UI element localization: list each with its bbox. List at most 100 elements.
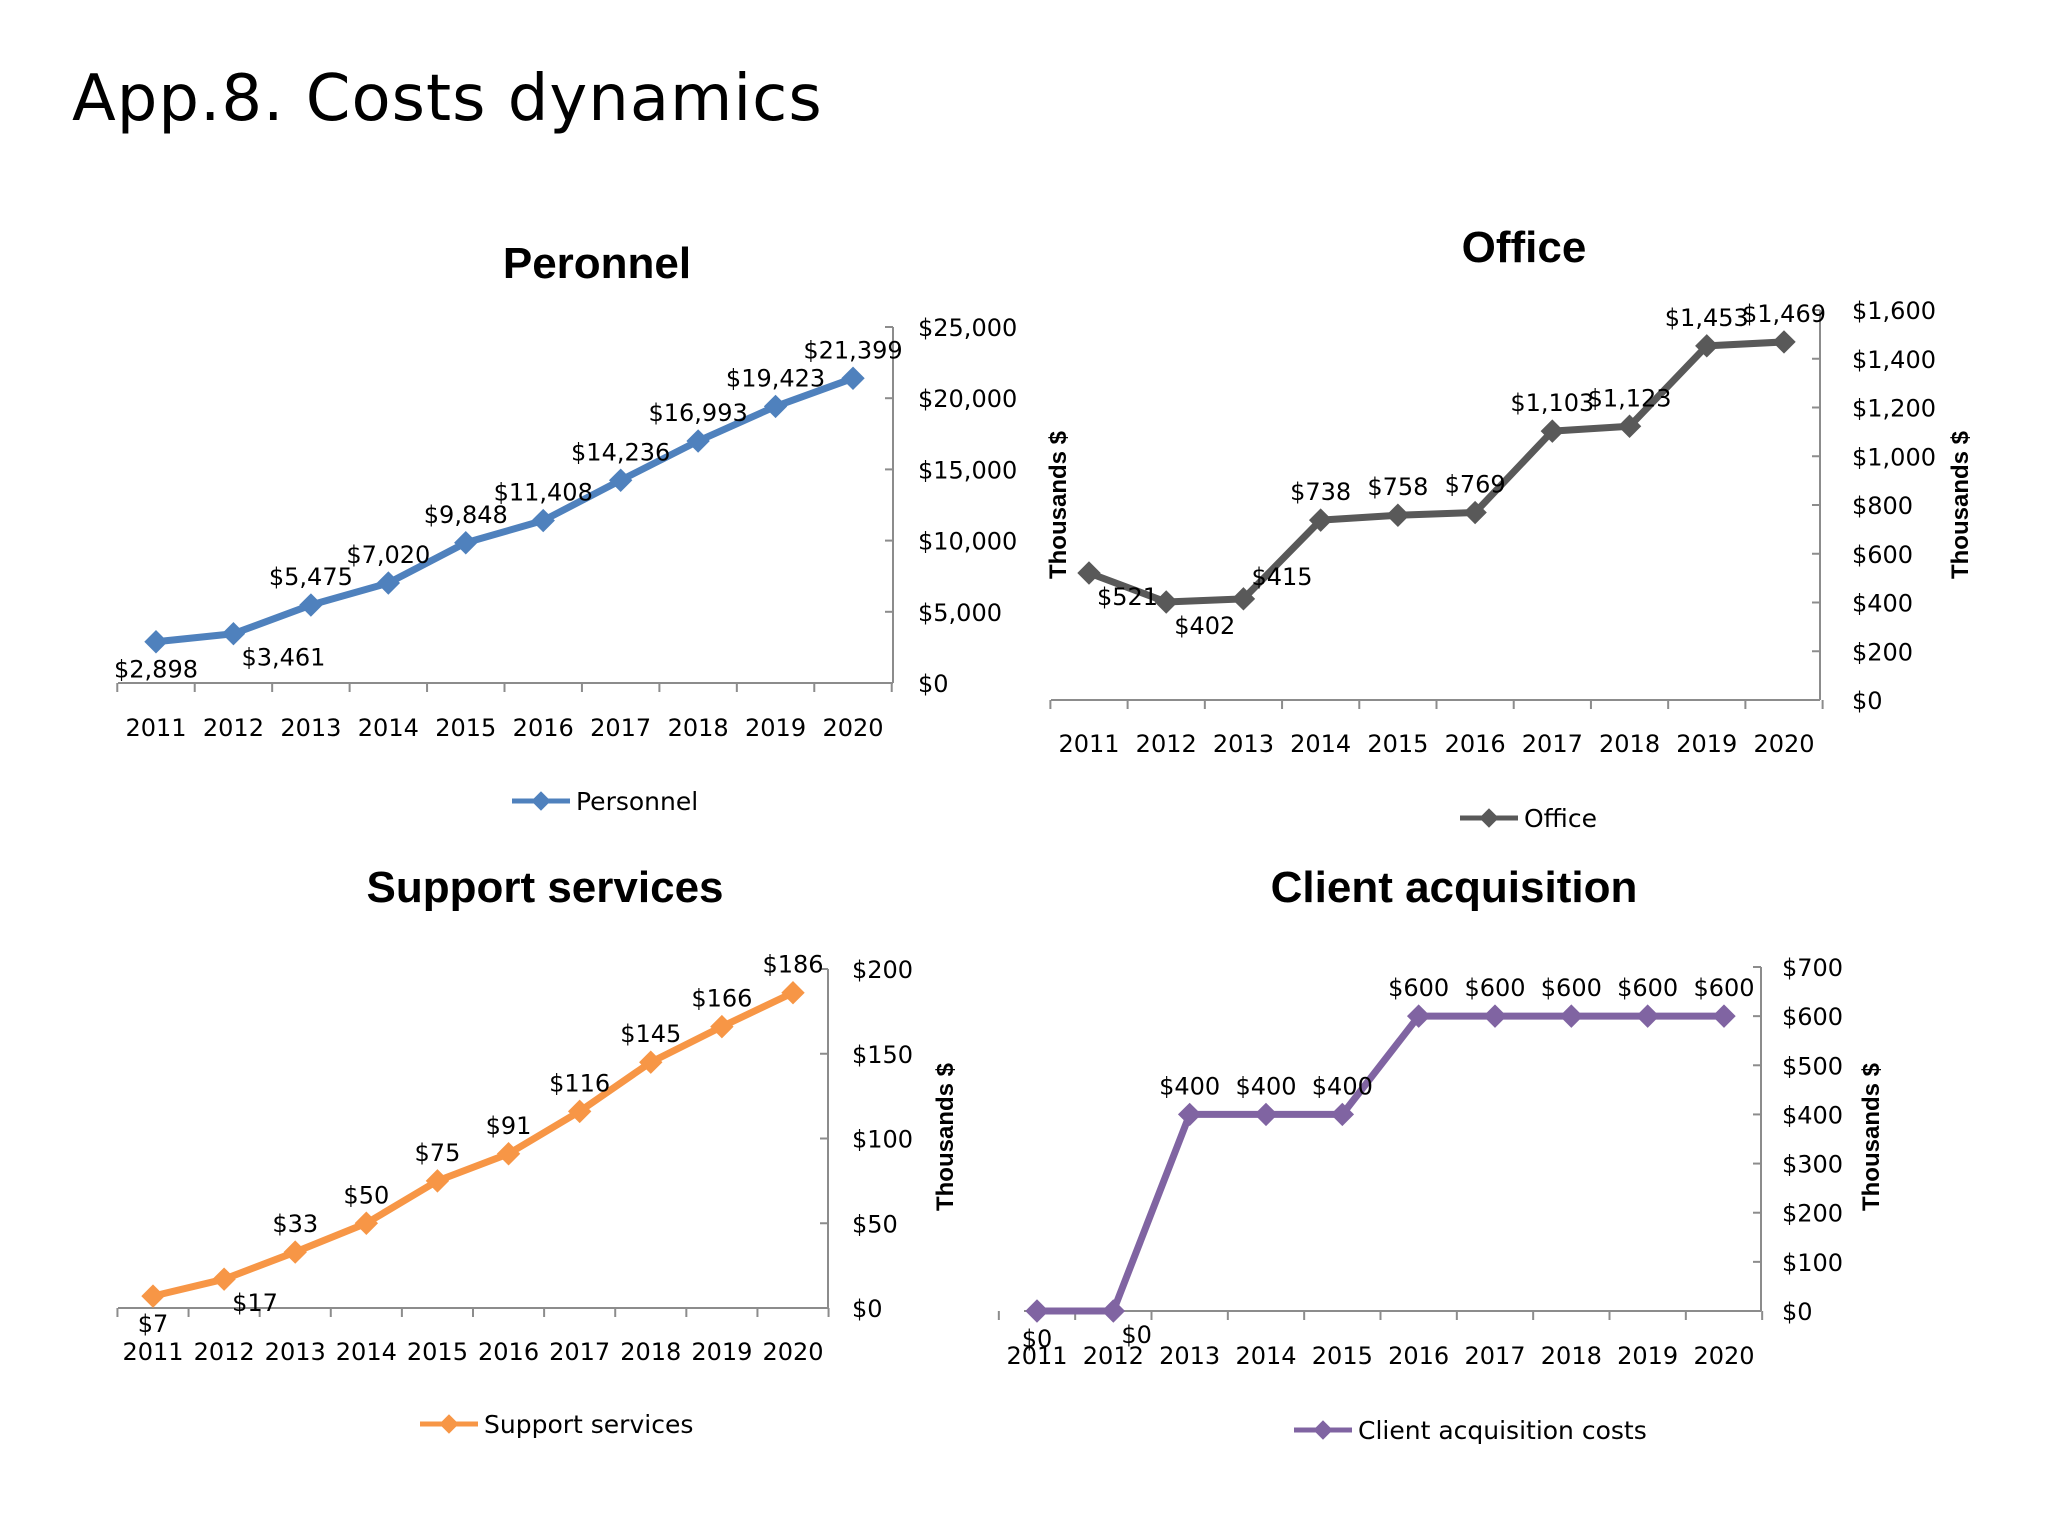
client-acquisition-chart: Client acquisition 2011 2012 2013 2014 2015 20… (997, 863, 1885, 1445)
data-point-marker (1559, 1004, 1584, 1028)
data-point-marker (1025, 1299, 1049, 1323)
data-point-marker (841, 366, 865, 390)
data-point-marker (1101, 1299, 1126, 1323)
data-label: $50 (343, 1181, 389, 1209)
x-tick-label: 2013 (265, 1338, 326, 1366)
x-tick-label: 2020 (1693, 1342, 1754, 1370)
data-label: $75 (415, 1139, 461, 1167)
data-label: $116 (549, 1069, 610, 1097)
data-point-marker (212, 1267, 236, 1291)
x-tick-label: 2012 (1136, 730, 1197, 758)
y-tick-label: $0 (1852, 687, 1883, 715)
data-label: $600 (1388, 974, 1449, 1002)
data-label: $0 (1121, 1321, 1152, 1349)
data-point-marker (1386, 503, 1410, 527)
data-label: $2,898 (114, 656, 198, 684)
x-tick-label: 2019 (691, 1338, 752, 1366)
data-label: $1,469 (1742, 300, 1826, 328)
x-tick-label: 2020 (822, 714, 883, 742)
data-label: $145 (620, 1020, 681, 1048)
data-point-marker (1712, 1004, 1736, 1028)
y-tick-label: $500 (1782, 1052, 1843, 1080)
y-tick-label: $0 (918, 670, 949, 698)
data-point-marker (639, 1050, 663, 1074)
series-line (1085, 338, 1788, 606)
data-point-marker (1617, 414, 1642, 438)
x-tick-label: 2014 (1235, 1342, 1296, 1370)
legend: Personnel (512, 787, 698, 816)
data-label: $3,461 (241, 644, 325, 672)
y-tick-label: $800 (1852, 492, 1913, 520)
x-tick-label: 2013 (1213, 730, 1274, 758)
y-axis-title-right: Thousands $ (1858, 1062, 1885, 1211)
y-tick-label: $200 (1782, 1200, 1843, 1228)
x-tick-label: 2012 (203, 714, 264, 742)
x-tick-label: 2015 (435, 714, 496, 742)
series-line (1033, 1012, 1728, 1315)
data-label: $33 (272, 1210, 318, 1238)
data-point-marker (763, 394, 788, 419)
legend-label: Support services (484, 1410, 693, 1439)
x-tick-label: 2016 (1445, 730, 1506, 758)
chart-title: Support services (366, 863, 723, 912)
data-point-marker (567, 1099, 592, 1124)
data-label: $7,020 (346, 541, 430, 569)
y-tick-label: $200 (1852, 638, 1913, 666)
legend-marker (439, 1414, 459, 1434)
y-tick-label: $1,000 (1852, 443, 1936, 471)
data-label: $186 (762, 951, 823, 979)
x-tick-label: 2011 (122, 1338, 183, 1366)
y-axis-title-right: Thousands $ (1947, 430, 1974, 579)
chart-title: Client acquisition (1271, 863, 1638, 912)
data-point-marker (1177, 1102, 1202, 1127)
data-point-marker (531, 508, 555, 533)
data-label: $91 (486, 1112, 532, 1140)
data-point-marker (496, 1142, 521, 1166)
y-axis-title-right: Thousands $ (932, 1062, 959, 1211)
x-tick-label: 2014 (358, 714, 419, 742)
legend-marker (1479, 808, 1499, 828)
data-point-marker (1463, 500, 1487, 525)
data-point-marker (781, 981, 805, 1005)
data-point-marker (1077, 561, 1101, 585)
data-point-marker (425, 1169, 450, 1193)
data-label: $21,399 (803, 336, 902, 364)
y-tick-label: $0 (852, 1295, 883, 1323)
data-label: $7 (138, 1310, 169, 1338)
data-label: $600 (1617, 974, 1678, 1002)
data-label: $5,475 (269, 563, 353, 591)
y-tick-label: $10,000 (918, 528, 1017, 556)
y-tick-label: $600 (1852, 541, 1913, 569)
data-point-marker (1254, 1102, 1278, 1127)
data-point-marker (221, 622, 246, 646)
legend-label: Client acquisition costs (1358, 1416, 1647, 1445)
data-point-marker (608, 468, 633, 492)
y-tick-label: $15,000 (918, 456, 1017, 484)
data-point-marker (144, 630, 168, 654)
data-label: $0 (1022, 1325, 1053, 1353)
y-tick-label: $20,000 (918, 385, 1017, 413)
x-tick-label: 2019 (1617, 1342, 1678, 1370)
data-label: $600 (1693, 974, 1754, 1002)
x-tick-label: 2013 (1159, 1342, 1220, 1370)
data-label: $769 (1445, 471, 1506, 499)
data-point-marker (710, 1014, 734, 1039)
data-point-marker (376, 571, 401, 595)
office-chart: Office 2011 2012 2013 2014 2015 2016 2017 2018 20… (1045, 223, 1974, 833)
y-tick-label: $700 (1782, 954, 1843, 982)
x-tick-label: 2018 (668, 714, 729, 742)
data-point-marker (1308, 508, 1333, 532)
data-label: $1,453 (1665, 304, 1749, 332)
data-point-marker (283, 1240, 307, 1264)
y-tick-label: $25,000 (918, 314, 1017, 342)
data-point-marker (1635, 1004, 1660, 1028)
data-point-marker (686, 429, 710, 453)
legend: Client acquisition costs (1294, 1416, 1647, 1445)
x-tick-label: 2017 (549, 1338, 610, 1366)
data-label: $17 (232, 1289, 278, 1317)
x-tick-label: 2013 (280, 714, 341, 742)
legend: Support services (420, 1410, 693, 1439)
y-tick-label: $1,400 (1852, 346, 1936, 374)
y-tick-label: $300 (1782, 1151, 1843, 1179)
y-tick-label: $1,200 (1852, 395, 1936, 423)
